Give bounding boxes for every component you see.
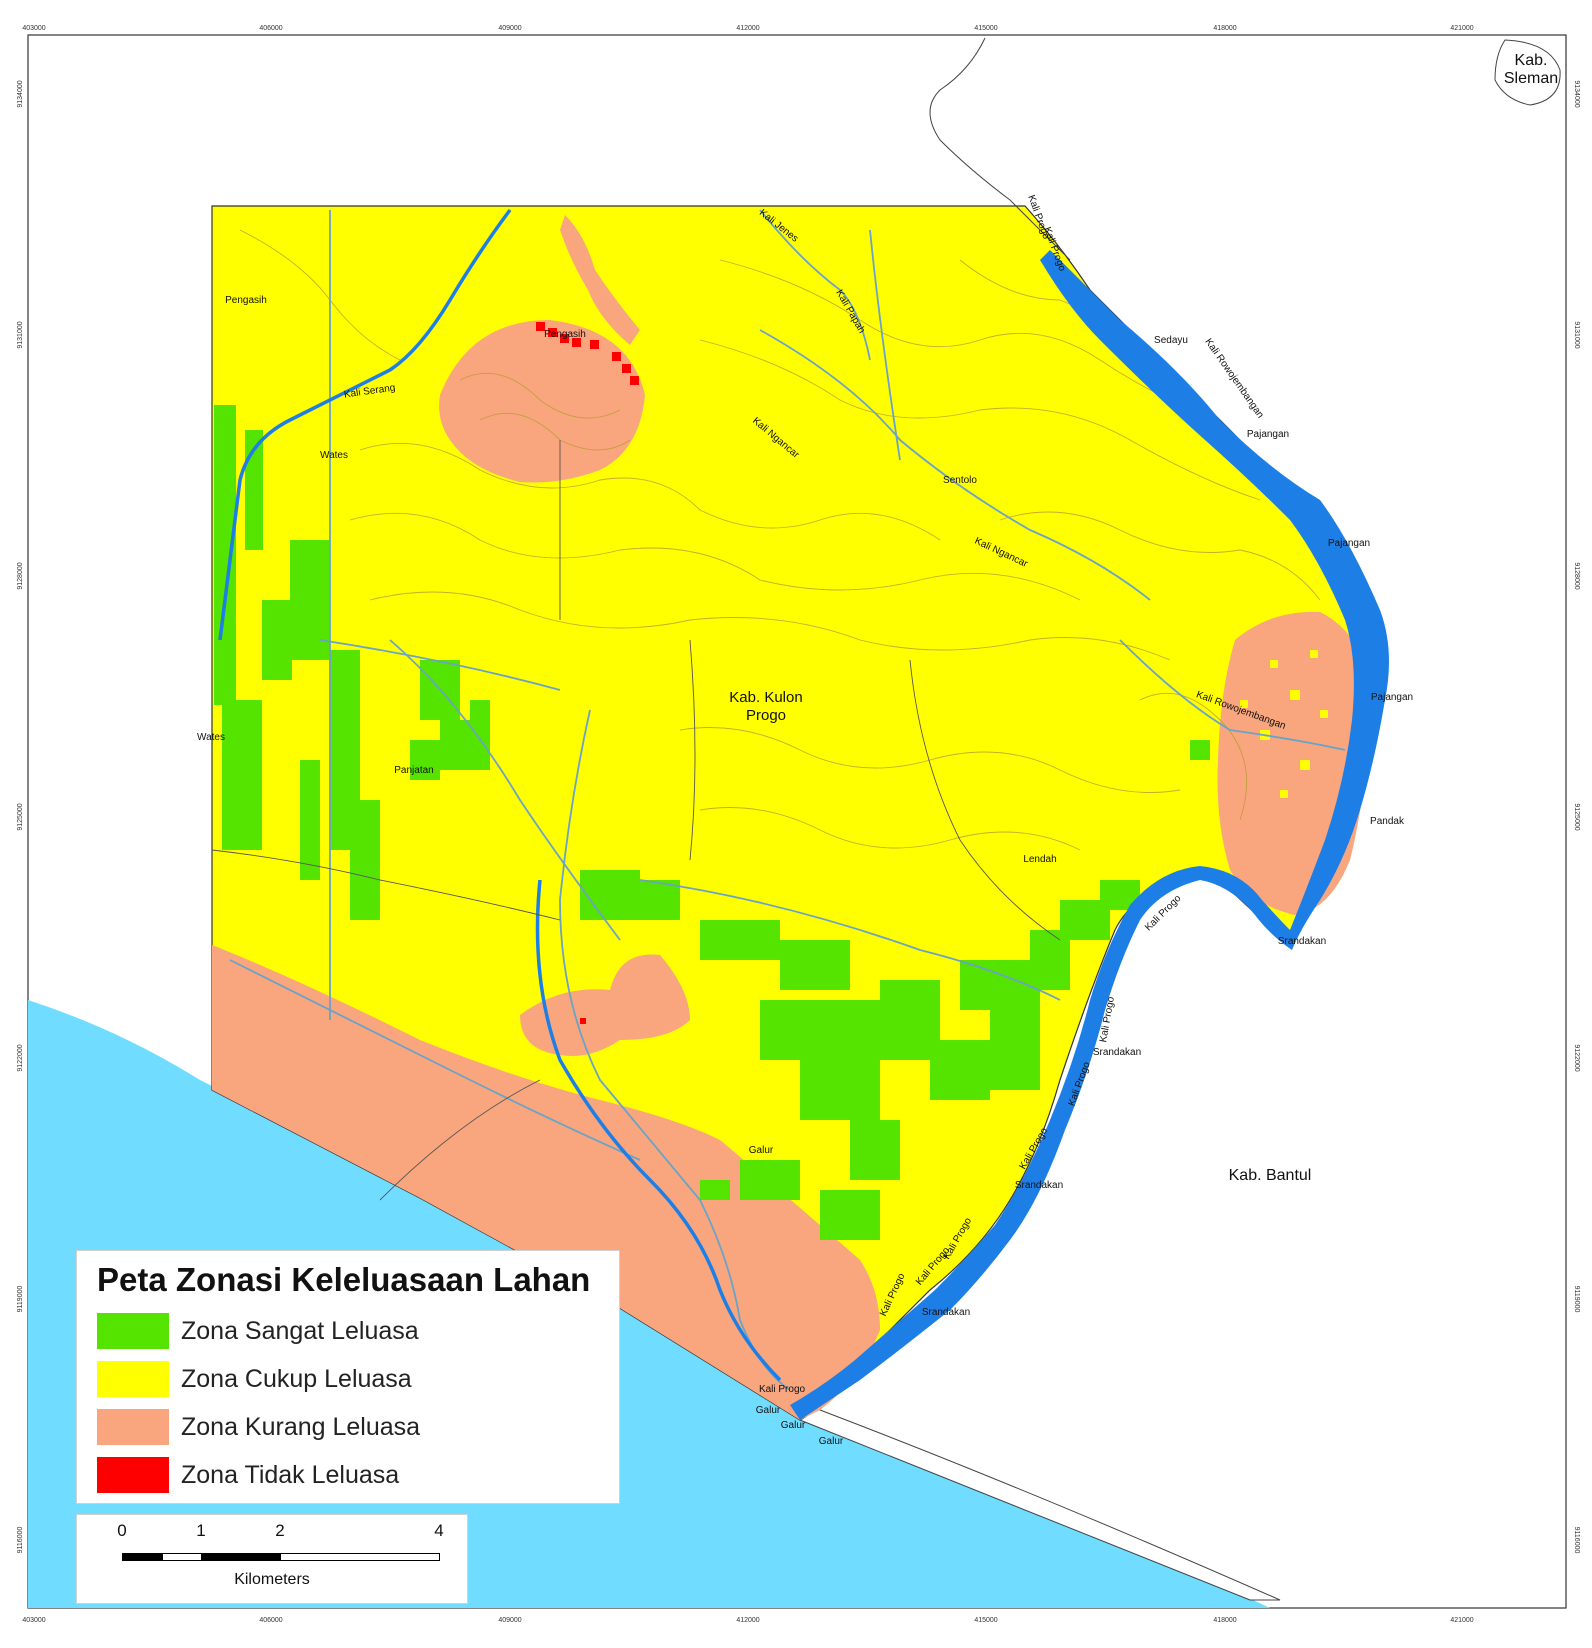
- label-pengasih-1: Pengasih: [225, 295, 267, 306]
- scale-segment-2: [162, 1553, 202, 1561]
- legend-item-tidak-leluasa: Zona Tidak Leluasa: [97, 1457, 399, 1493]
- label-sedayu: Sedayu: [1154, 335, 1188, 346]
- frame-label-top-4: 415000: [974, 25, 997, 32]
- label-lendah: Lendah: [1023, 854, 1056, 865]
- legend-swatch-kurang-leluasa: [97, 1409, 169, 1445]
- scale-segment-4: [280, 1553, 440, 1561]
- scale-segment-1: [122, 1553, 162, 1561]
- legend-title: Peta Zonasi Keleluasaan Lahan: [97, 1261, 591, 1298]
- coast-beach: [211, 1089, 1281, 1601]
- legend-item-cukup-leluasa: Zona Cukup Leluasa: [97, 1361, 412, 1397]
- scale-tick-1: 1: [196, 1521, 206, 1540]
- frame-labels-right: 9134000 9131000 9128000 9125000 9122000 …: [1573, 80, 1580, 1553]
- legend-label-tidak-leluasa: Zona Tidak Leluasa: [181, 1460, 400, 1489]
- scale-tick-4: 4: [434, 1521, 444, 1540]
- frame-label-bottom-1: 406000: [259, 1617, 282, 1624]
- contour-lines: [239, 229, 1321, 851]
- label-pajangan-1: Pajangan: [1247, 429, 1289, 440]
- frame-label-right-4: 9122000: [1573, 1044, 1580, 1071]
- label-kab-sleman: Kab. Sleman: [1504, 52, 1558, 87]
- frame-label-right-6: 9116000: [1573, 1527, 1580, 1554]
- frame-label-left-0: 9134000: [17, 80, 24, 107]
- rivers: [218, 208, 782, 1382]
- label-galur-3: Galur: [781, 1420, 806, 1431]
- label-sentolo: Sentolo: [943, 475, 977, 486]
- scale-bar: 0 1 2 4 Kilometers: [76, 1514, 468, 1604]
- frame-label-left-4: 9122000: [17, 1044, 24, 1071]
- frame-label-top-6: 421000: [1450, 25, 1473, 32]
- frame-labels-left: 9134000 9131000 9128000 9125000 9122000 …: [17, 80, 24, 1553]
- legend-label-sangat-leluasa: Zona Sangat Leluasa: [181, 1316, 419, 1345]
- frame-label-top-2: 409000: [498, 25, 521, 32]
- sleman-boundary: [929, 37, 1071, 261]
- label-kab-kulon-progo: Kab. Kulon Progo: [729, 689, 802, 724]
- frame-label-left-6: 9116000: [17, 1527, 24, 1554]
- frame-label-bottom-0: 403000: [22, 1617, 45, 1624]
- frame-label-left-3: 9125000: [17, 803, 24, 830]
- district-boundaries: [211, 440, 1061, 1201]
- label-pandak: Pandak: [1370, 816, 1405, 827]
- zone-sangat-leluasa-patches: [214, 405, 1210, 1240]
- frame-labels-bottom: 403000 406000 409000 412000 415000 41800…: [22, 1617, 1473, 1624]
- label-pengasih-2: Pengasih: [544, 329, 586, 340]
- canals: [229, 209, 1346, 1391]
- legend-label-kurang-leluasa: Zona Kurang Leluasa: [181, 1412, 421, 1441]
- scale-tick-2: 2: [275, 1521, 285, 1540]
- label-srandakan-4: Srandakan: [922, 1307, 970, 1318]
- frame-label-bottom-6: 421000: [1450, 1617, 1473, 1624]
- frame-label-left-1: 9131000: [17, 321, 24, 348]
- frame-label-top-0: 403000: [22, 25, 45, 32]
- frame-label-bottom-4: 415000: [974, 1617, 997, 1624]
- frame-label-top-1: 406000: [259, 25, 282, 32]
- frame-label-right-5: 9119000: [1573, 1286, 1580, 1313]
- frame-label-bottom-2: 409000: [498, 1617, 521, 1624]
- scale-segment-3: [201, 1553, 281, 1561]
- label-galur-1: Galur: [749, 1145, 774, 1156]
- legend-item-kurang-leluasa: Zona Kurang Leluasa: [97, 1409, 420, 1445]
- label-kab-bantul: Kab. Bantul: [1229, 1167, 1312, 1184]
- frame-label-bottom-3: 412000: [736, 1617, 759, 1624]
- map-legend: Peta Zonasi Keleluasaan Lahan Zona Sanga…: [76, 1250, 620, 1504]
- frame-label-right-2: 9128000: [1573, 562, 1580, 589]
- sleman-outline: [1494, 39, 1561, 106]
- frame-label-right-3: 9125000: [1573, 803, 1580, 830]
- label-galur-2: Galur: [756, 1405, 781, 1416]
- zone-tidak-leluasa-patches: [536, 322, 639, 1024]
- frame-label-left-5: 9119000: [17, 1286, 24, 1313]
- legend-swatch-sangat-leluasa: [97, 1313, 169, 1349]
- label-pajangan-3: Pajangan: [1371, 692, 1413, 703]
- label-panjatan: Panjatan: [394, 765, 433, 776]
- label-srandakan-2: Srandakan: [1093, 1047, 1141, 1058]
- legend-swatch-tidak-leluasa: [97, 1457, 169, 1493]
- frame-labels-top: 403000 406000 409000 412000 415000 41800…: [22, 25, 1473, 32]
- scale-unit-label: Kilometers: [234, 1571, 310, 1588]
- frame-label-bottom-5: 418000: [1213, 1617, 1236, 1624]
- frame-label-top-5: 418000: [1213, 25, 1236, 32]
- label-wates-1: Wates: [320, 450, 348, 461]
- zone-kurang-leluasa-coast: [212, 945, 880, 1420]
- label-kali-progo-10: Kali Progo: [759, 1384, 806, 1395]
- legend-item-sangat-leluasa: Zona Sangat Leluasa: [97, 1313, 419, 1349]
- label-wates-2: Wates: [197, 732, 225, 743]
- label-pajangan-2: Pajangan: [1328, 538, 1370, 549]
- label-srandakan-3: Srandakan: [1015, 1180, 1063, 1191]
- frame-label-top-3: 412000: [736, 25, 759, 32]
- scale-tick-0: 0: [117, 1521, 127, 1540]
- zone-kurang-leluasa-galur: [520, 954, 690, 1056]
- place-labels: Pengasih Pengasih Wates Wates Panjatan S…: [197, 295, 1413, 1447]
- frame-label-right-1: 9131000: [1573, 321, 1580, 348]
- zone-kurang-leluasa-ridge: [560, 215, 640, 345]
- legend-swatch-cukup-leluasa: [97, 1361, 169, 1397]
- frame-label-left-2: 9128000: [17, 562, 24, 589]
- frame-label-right-0: 9134000: [1573, 80, 1580, 107]
- label-srandakan-1: Srandakan: [1278, 936, 1326, 947]
- legend-label-cukup-leluasa: Zona Cukup Leluasa: [181, 1364, 412, 1393]
- label-galur-4: Galur: [819, 1436, 844, 1447]
- region-labels: Kab. Sleman Kab. Kulon Progo Kab. Bantul: [729, 52, 1558, 1184]
